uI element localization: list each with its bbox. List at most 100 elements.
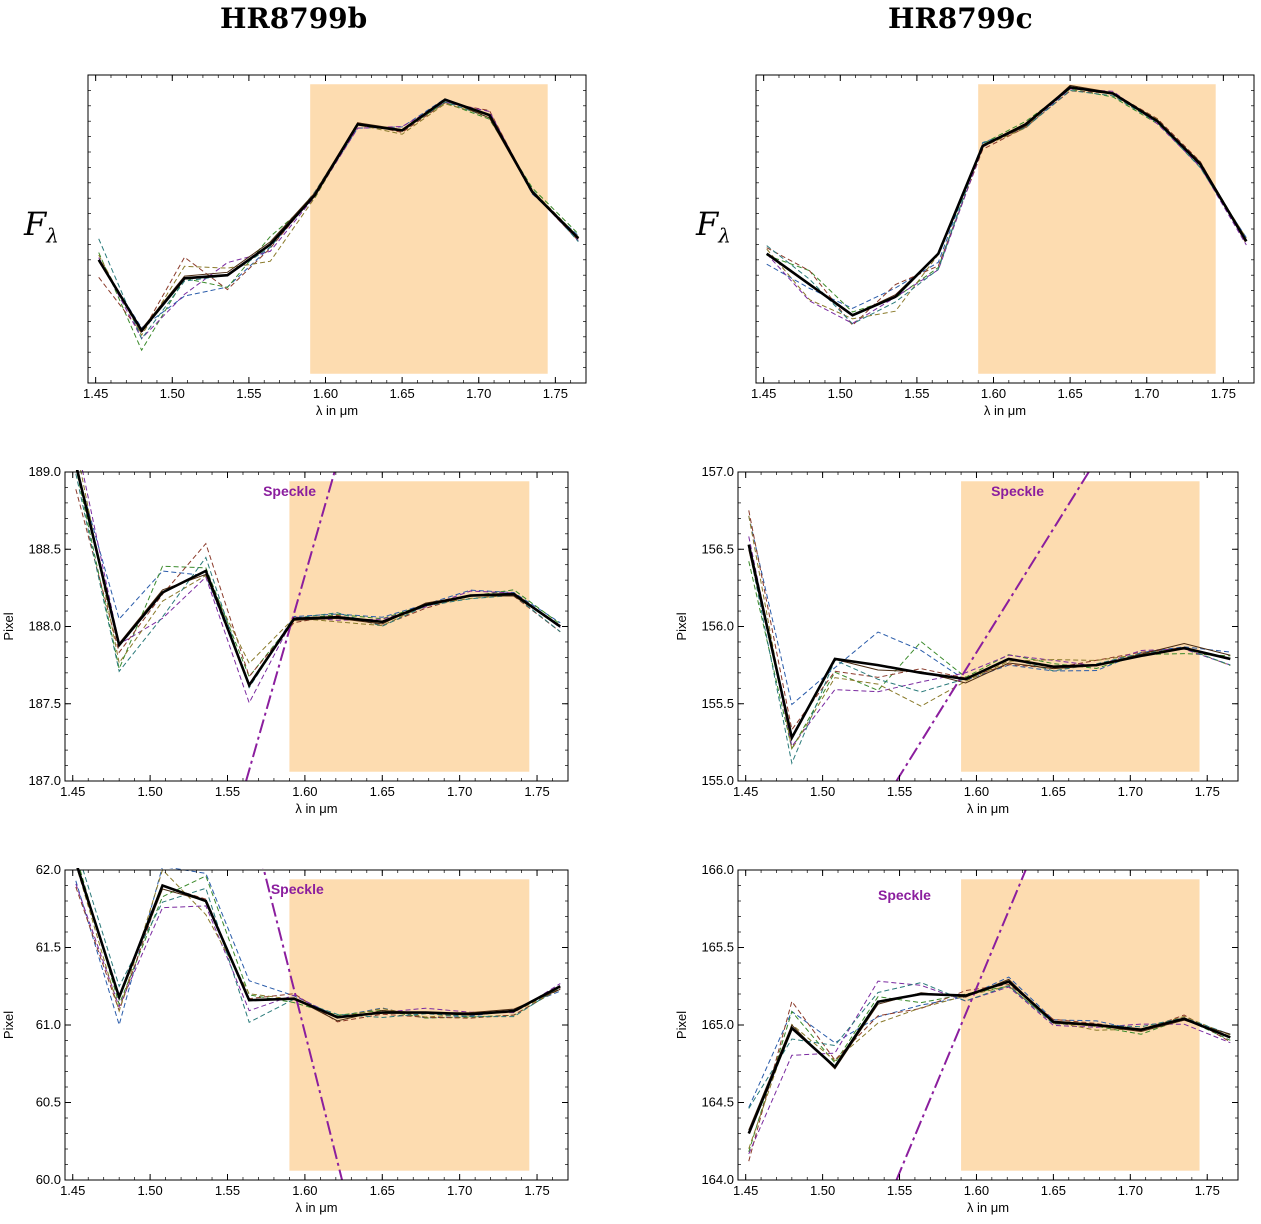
wavelength-band: [289, 879, 530, 1171]
x-tick-label: 1.55: [215, 1183, 240, 1198]
x-tick-label: 1.55: [887, 784, 912, 799]
x-tick-label: 1.75: [1195, 784, 1220, 799]
flux-label-left: Fλ: [24, 205, 59, 248]
y-tick-label: 166.0: [701, 862, 734, 877]
x-tick-label: 1.50: [828, 386, 853, 401]
x-axis-label: λ in μm: [967, 1200, 1009, 1215]
x-tick-label: 1.55: [236, 386, 261, 401]
x-tick-label: 1.55: [215, 784, 240, 799]
y-tick-label: 156.0: [701, 619, 734, 634]
x-axis-label: λ in μm: [984, 403, 1026, 418]
plot-area: [75, 470, 562, 781]
x-tick-label: 1.65: [1041, 1183, 1066, 1198]
variant-line-4: [766, 84, 1247, 320]
x-tick-label: 1.75: [1211, 386, 1236, 401]
flux-label-right: Fλ: [696, 205, 731, 248]
x-tick-label: 1.75: [524, 1183, 549, 1198]
variant-line-3: [766, 88, 1247, 324]
y-axis-label: Pixel: [1, 1011, 16, 1039]
variant-line-5: [75, 473, 561, 689]
x-tick-label: 1.70: [1134, 386, 1159, 401]
mean-line: [747, 544, 1231, 742]
y-tick-label: 61.0: [36, 1017, 61, 1032]
chart-c-y: 1.45 1.50 1.55 1.60 1.65 1.70 1.75 λ in μm 164.0…: [674, 862, 1239, 1215]
speckle-line: [895, 471, 1090, 781]
x-tick-label: 1.50: [810, 784, 835, 799]
y-tick-label: 60.5: [36, 1095, 61, 1110]
wavelength-band: [961, 481, 1200, 772]
x-tick-label: 1.65: [370, 1183, 395, 1198]
chart-c-x: 1.45 1.50 1.55 1.60 1.65 1.70 1.75 λ in μm 155.0…: [674, 464, 1239, 816]
title-left: HR8799b: [220, 2, 368, 35]
mean-line: [747, 980, 1231, 1134]
y-tick-label: 188.0: [28, 619, 61, 634]
x-tick-label: 1.50: [160, 386, 185, 401]
x-axis-label: λ in μm: [295, 801, 337, 816]
mean-line: [75, 470, 562, 689]
y-tick-label: 165.5: [701, 940, 734, 955]
variant-line-5: [748, 982, 1231, 1109]
x-tick-label: 1.55: [887, 1183, 912, 1198]
chart-b-y: 1.45 1.50 1.55 1.60 1.65 1.70 1.75 λ in μm 60.0 6…: [1, 862, 569, 1215]
variant-line-5: [748, 547, 1231, 765]
y-tick-label: 61.5: [36, 940, 61, 955]
x-tick-label: 1.70: [447, 784, 472, 799]
x-tick-label: 1.45: [733, 1183, 758, 1198]
x-tick-label: 1.45: [751, 386, 776, 401]
variant-line-3: [748, 980, 1231, 1155]
x-tick-label: 1.70: [1118, 1183, 1143, 1198]
x-tick-label: 1.70: [447, 1183, 472, 1198]
x-axis-label: λ in μm: [967, 801, 1009, 816]
y-tick-label: 155.5: [701, 696, 734, 711]
chart-b-flux: 1.45 1.50 1.55 1.60 1.65 1.70 1.75 λ in μm: [83, 74, 587, 418]
plot-area: [747, 869, 1231, 1180]
speckle-line: [262, 868, 344, 1180]
wavelength-band: [310, 84, 548, 374]
y-tick-label: 188.5: [28, 541, 61, 556]
x-tick-label: 1.65: [389, 386, 414, 401]
chart-c-flux: 1.45 1.50 1.55 1.60 1.65 1.70 1.75 λ in μm: [751, 74, 1255, 418]
mean-line: [76, 868, 561, 1019]
y-tick-label: 164.0: [701, 1172, 734, 1187]
y-tick-label: 189.0: [28, 464, 61, 479]
plot-area: [747, 471, 1231, 781]
x-tick-label: 1.55: [904, 386, 929, 401]
variant-line-4: [748, 515, 1231, 751]
y-tick-label: 156.5: [701, 541, 734, 556]
x-tick-label: 1.60: [292, 784, 317, 799]
y-tick-label: 164.5: [701, 1095, 734, 1110]
y-axis-label: Pixel: [674, 1011, 689, 1039]
y-tick-label: 157.0: [701, 464, 734, 479]
x-tick-label: 1.60: [313, 386, 338, 401]
variant-line-2: [748, 510, 1231, 731]
y-tick-label: 62.0: [36, 862, 61, 877]
y-tick-label: 60.0: [36, 1172, 61, 1187]
x-tick-label: 1.65: [370, 784, 395, 799]
speckle-label: Speckle: [263, 483, 316, 499]
speckle-label: Speckle: [878, 887, 931, 903]
x-tick-label: 1.70: [466, 386, 491, 401]
speckle-label: Speckle: [271, 881, 324, 897]
plot-area: [75, 868, 561, 1180]
plot-area: [97, 98, 580, 352]
x-tick-label: 1.45: [60, 1183, 85, 1198]
mean-line: [765, 85, 1248, 317]
y-axis-label: Pixel: [1, 612, 16, 640]
y-tick-label: 155.0: [701, 773, 734, 788]
x-axis-label: λ in μm: [295, 1200, 337, 1215]
x-tick-label: 1.75: [543, 386, 568, 401]
title-right: HR8799c: [888, 2, 1033, 35]
x-tick-label: 1.45: [60, 784, 85, 799]
speckle-label: Speckle: [991, 483, 1044, 499]
speckle-line: [895, 869, 1027, 1180]
y-axis-label: Pixel: [674, 612, 689, 640]
y-tick-label: 187.5: [28, 696, 61, 711]
y-tick-label: 165.0: [701, 1017, 734, 1032]
chart-b-x: 1.45 1.50 1.55 1.60 1.65 1.70 1.75 λ in μm 187.0…: [1, 464, 569, 816]
variant-line-3: [748, 536, 1231, 748]
wavelength-band: [289, 481, 530, 772]
x-tick-label: 1.45: [733, 784, 758, 799]
x-tick-label: 1.50: [137, 784, 162, 799]
wavelength-band: [978, 84, 1216, 374]
